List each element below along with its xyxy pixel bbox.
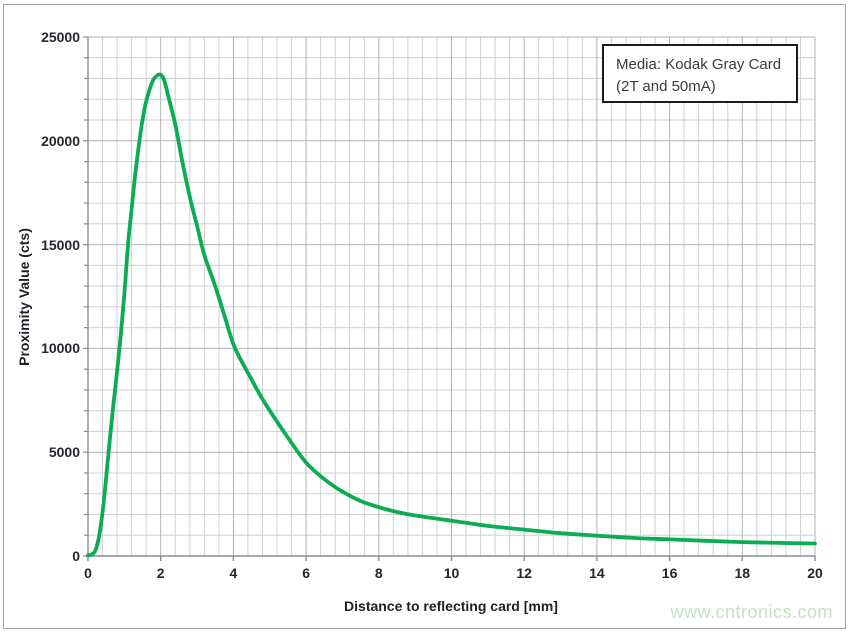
x-tick-label: 14: [589, 565, 605, 581]
legend-box: Media: Kodak Gray Card (2T and 50mA): [602, 44, 798, 103]
watermark-text: www.cntronics.com: [670, 602, 833, 622]
y-tick-label: 0: [72, 548, 80, 564]
legend-line-1: Media: Kodak Gray Card: [616, 56, 782, 73]
x-tick-label: 16: [661, 565, 678, 581]
y-tick-label: 25000: [41, 29, 80, 45]
x-tick-label: 10: [443, 565, 460, 581]
y-axis-title: Proximity Value (cts): [16, 228, 32, 366]
series-line: [86, 72, 817, 558]
x-tick-label: 8: [374, 565, 383, 581]
x-tick-label: 12: [516, 565, 532, 581]
legend-line-2: (2T and 50mA): [616, 78, 716, 95]
x-axis-title: Distance to reflecting card [mm]: [344, 598, 558, 614]
x-tick-label: 2: [156, 565, 165, 581]
x-tick-label: 4: [229, 565, 238, 581]
x-tick-label: 18: [734, 565, 751, 581]
y-tick-label: 5000: [48, 444, 80, 461]
y-tick-label: 15000: [41, 236, 80, 253]
y-tick-label: 10000: [41, 340, 80, 357]
x-tick-label: 20: [807, 565, 823, 581]
x-tick-label: 6: [302, 565, 310, 581]
x-tick-label: 0: [84, 565, 92, 581]
y-tick-label: 20000: [41, 132, 80, 149]
